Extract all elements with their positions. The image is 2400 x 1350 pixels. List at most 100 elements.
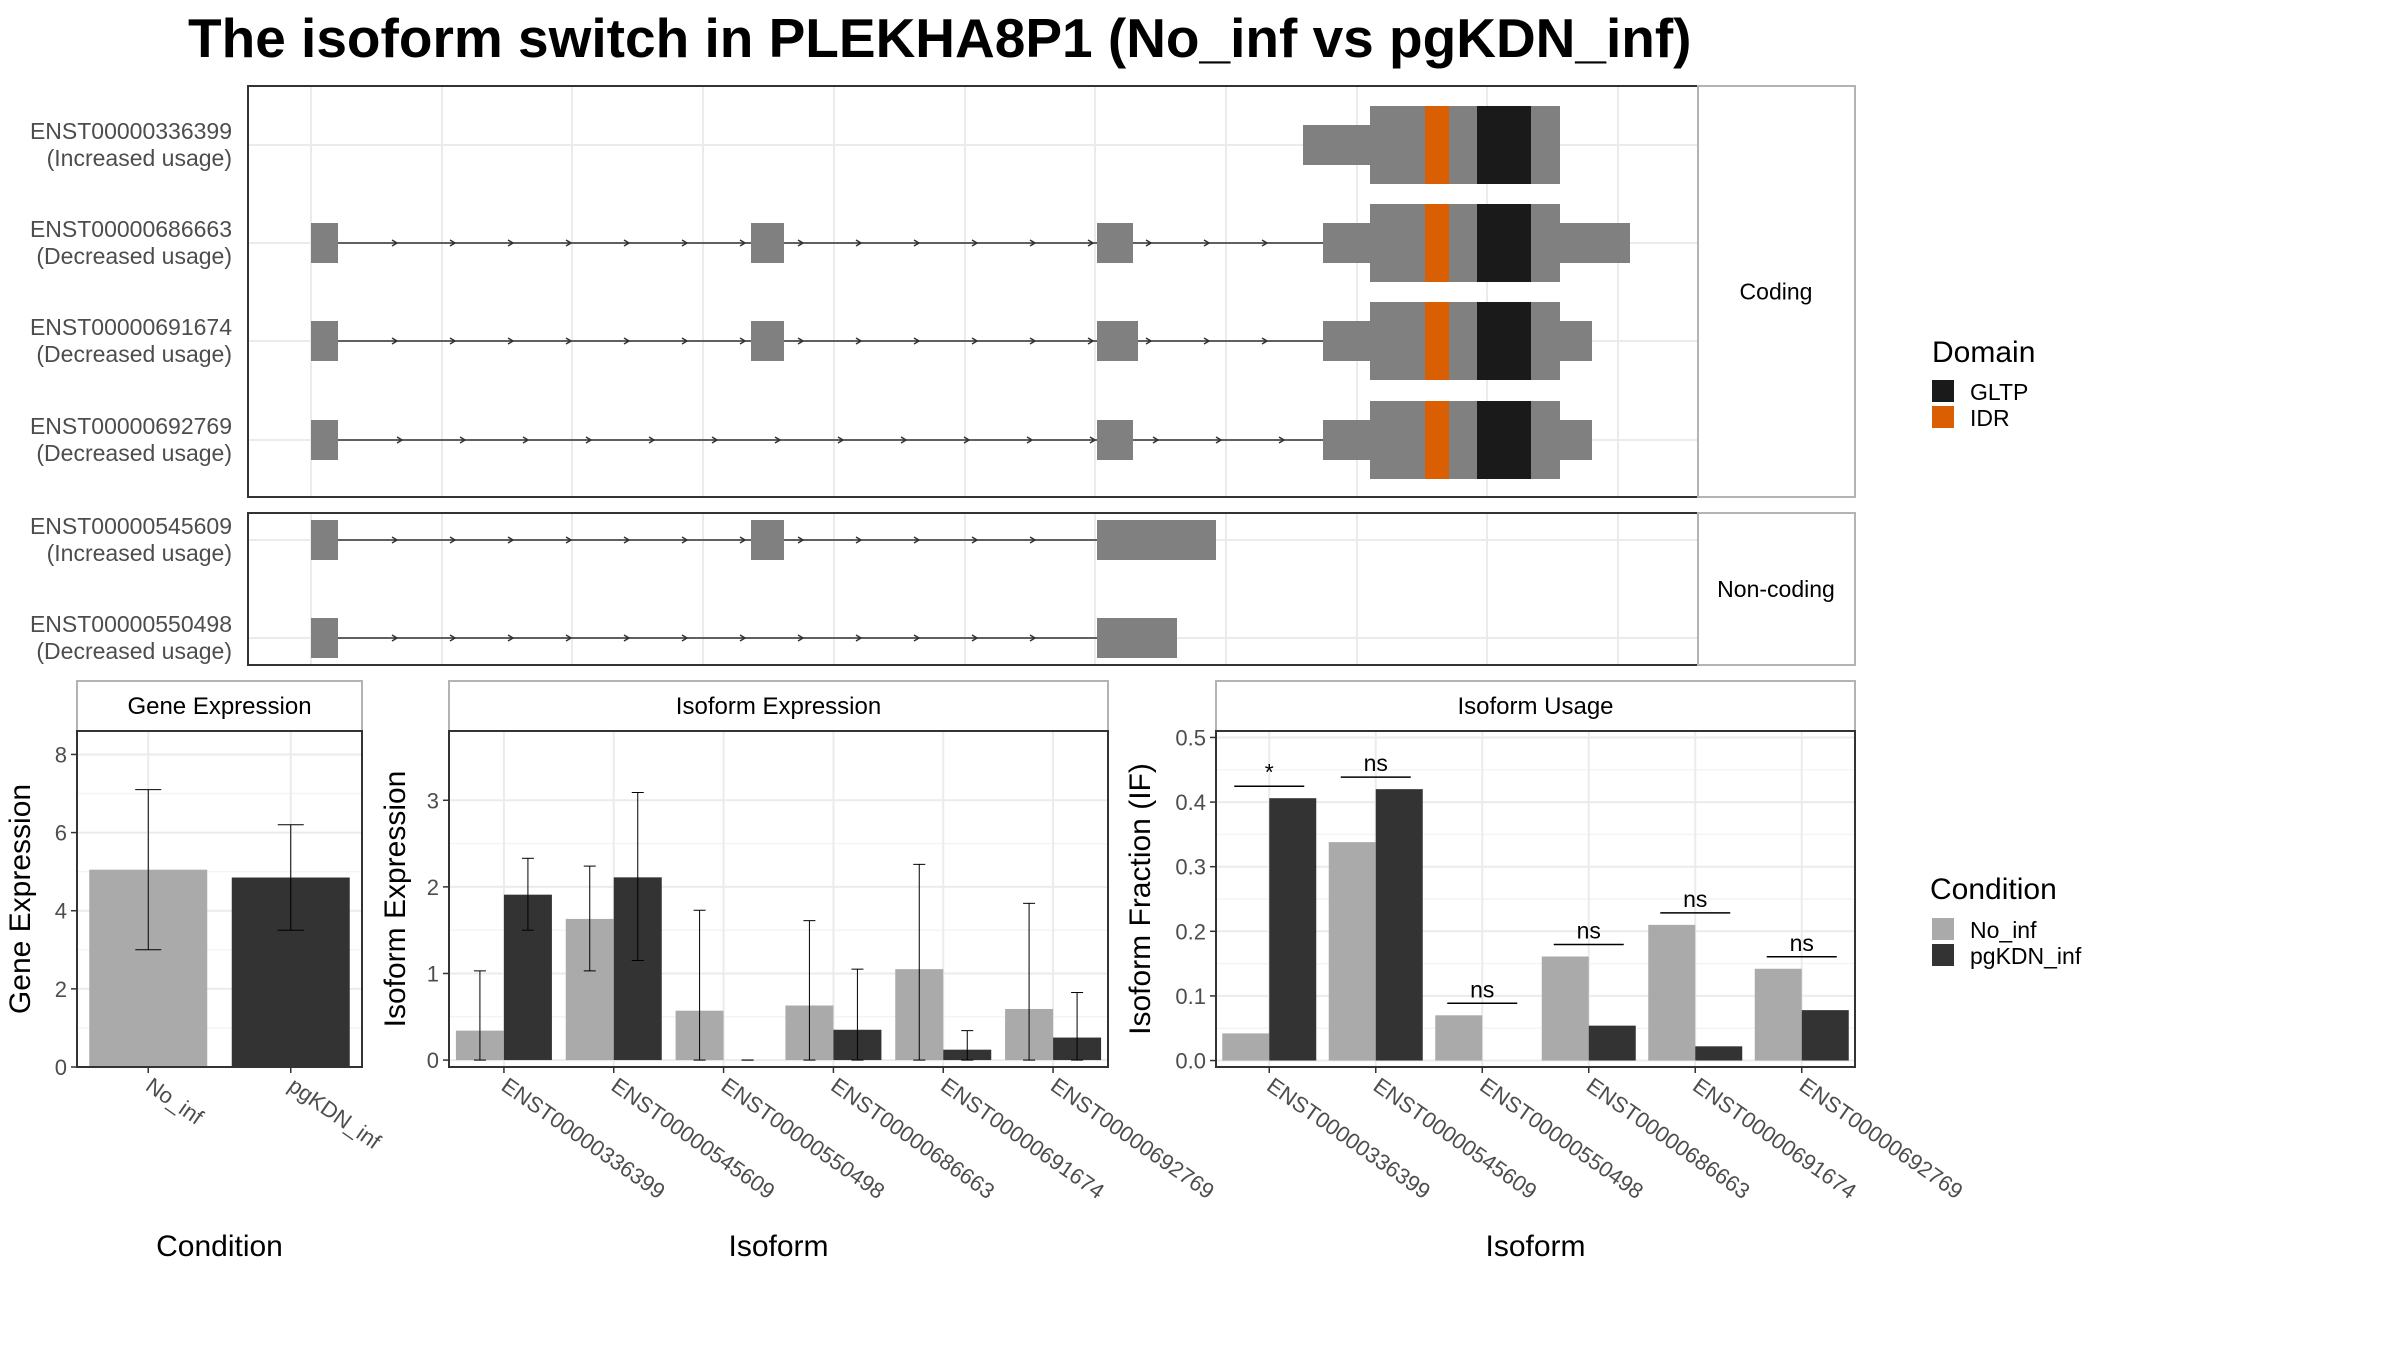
intron-arrow [913, 536, 921, 544]
transcript-usage-label: (Decreased usage) [36, 243, 232, 269]
bar [1328, 842, 1376, 1061]
intron-arrow [1029, 239, 1037, 247]
intron-arrow [739, 536, 747, 544]
exon [751, 321, 784, 361]
intron-arrow [1215, 436, 1223, 444]
intron-arrow [681, 634, 689, 642]
exon [1097, 618, 1177, 658]
intron-arrow [913, 634, 921, 642]
transcript-label: ENST00000686663 [30, 216, 232, 242]
x-axis-title: Condition [156, 1230, 283, 1263]
condition-legend-title: Condition [1930, 873, 2057, 906]
y-tick-label: 2 [55, 977, 67, 1002]
isoform-usage-panel: Isoform Usage * ns ns ns ns ns 0.0 0.1 0.2 0.3 0.4 0… [1124, 680, 1968, 1263]
intron-arrow [971, 634, 979, 642]
transcript-usage-label: (Decreased usage) [36, 341, 232, 367]
isoform-expression-panel: Isoform Expression0123ENST00000336399ENS… [379, 680, 1219, 1263]
panel-border [1215, 730, 1856, 1068]
x-axis-title: Isoform [1485, 1230, 1585, 1263]
no-inf-legend-swatch [1932, 918, 1954, 940]
facet-strip [1215, 680, 1856, 732]
cds-exon [1531, 302, 1560, 380]
utr-exon [1323, 223, 1370, 263]
utr-exon [1560, 223, 1630, 263]
intron-arrow [507, 239, 515, 247]
idr-domain [1425, 204, 1449, 282]
y-tick-label: 0.3 [1175, 855, 1206, 880]
exon [751, 520, 784, 560]
exon [311, 321, 338, 361]
intron-arrow [774, 436, 782, 444]
intron-arrow [711, 436, 719, 444]
intron-arrow [837, 436, 845, 444]
idr-legend-label: IDR [1970, 405, 2010, 431]
intron-arrow [396, 436, 404, 444]
intron-arrow [391, 536, 399, 544]
intron-arrow [900, 436, 908, 444]
intron-arrow [1089, 436, 1097, 444]
exon [1097, 420, 1133, 460]
bar [1695, 1046, 1743, 1061]
domain-legend-title: Domain [1932, 336, 2035, 369]
intron-arrow [963, 436, 971, 444]
facet-strip-label: Coding [1740, 279, 1813, 305]
facet-strip-label: Isoform Expression [676, 693, 881, 720]
y-axis-title: Isoform Expression [379, 771, 412, 1028]
gltp-legend-label: GLTP [1970, 379, 2028, 405]
exon [311, 520, 338, 560]
coding-structure-panel: Coding ENST00000336399(Increased usage) EN… [30, 85, 1856, 498]
intron-arrow [459, 436, 467, 444]
intron-arrow [449, 239, 457, 247]
facet-strip [448, 680, 1109, 732]
transcript-usage-label: (Decreased usage) [36, 440, 232, 466]
intron-arrow [1203, 337, 1211, 345]
cds-exon [1370, 106, 1425, 184]
intron-arrow [797, 239, 805, 247]
y-axis-title: Isoform Fraction (IF) [1124, 763, 1157, 1035]
intron-arrow [913, 337, 921, 345]
utr-exon [1560, 321, 1592, 361]
utr-exon [1323, 321, 1370, 361]
intron-arrow [739, 337, 747, 345]
intron-arrow [623, 239, 631, 247]
facet-strip-label: Isoform Usage [1457, 693, 1613, 720]
bar [1222, 1033, 1270, 1061]
intron-arrow [507, 337, 515, 345]
transcript-label: ENST00000545609 [30, 513, 232, 539]
cds-exon [1531, 106, 1560, 184]
bar [1801, 1010, 1849, 1061]
y-axis-title: Gene Expression [4, 784, 37, 1014]
cds-exon [1449, 106, 1477, 184]
intron-arrow [1145, 337, 1153, 345]
panel-border [448, 730, 1109, 1068]
exon [311, 420, 338, 460]
exon [1097, 520, 1216, 560]
y-tick-label: 6 [55, 821, 67, 846]
intron-arrow [648, 436, 656, 444]
intron-arrow [1029, 337, 1037, 345]
x-axis-title: Isoform [728, 1230, 828, 1263]
intron-arrow [797, 337, 805, 345]
facet-strip-label: Gene Expression [127, 693, 311, 720]
exon [751, 223, 784, 263]
panel-background [449, 731, 1108, 1067]
intron-arrow [797, 536, 805, 544]
panel-background [248, 513, 1698, 665]
exon [1097, 321, 1138, 361]
intron-arrow [507, 536, 515, 544]
intron-arrow [449, 536, 457, 544]
cds-exon [1449, 401, 1477, 479]
transcript-label: ENST00000550498 [30, 611, 232, 637]
bar [1269, 798, 1317, 1061]
figure-title: The isoform switch in PLEKHA8P1 (No_inf … [188, 7, 1691, 69]
bar [1648, 924, 1696, 1061]
utr-exon [1560, 420, 1592, 460]
intron-arrow [623, 634, 631, 642]
intron-arrow [565, 239, 573, 247]
panel-border [76, 730, 363, 1068]
intron-arrow [855, 536, 863, 544]
intron-arrow [797, 634, 805, 642]
exon [311, 618, 338, 658]
intron-arrow [623, 337, 631, 345]
intron-arrow [1261, 337, 1269, 345]
